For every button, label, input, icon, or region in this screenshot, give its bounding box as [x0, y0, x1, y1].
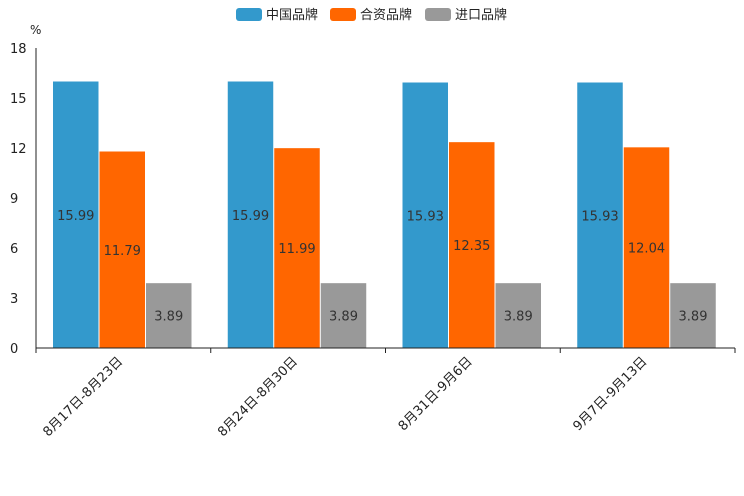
data-label: 15.99	[57, 209, 94, 224]
bar[interactable]	[495, 283, 542, 348]
y-tick-label: 6	[10, 242, 18, 257]
legend-swatch	[236, 8, 262, 21]
y-tick-label: 3	[10, 292, 18, 307]
bar[interactable]	[146, 283, 192, 348]
y-tick-label: 0	[10, 342, 18, 357]
bar[interactable]	[577, 82, 623, 349]
data-label: 15.93	[407, 209, 444, 224]
y-axis-unit: %	[30, 23, 41, 37]
bar[interactable]	[227, 81, 274, 349]
legend-label: 中国品牌	[266, 7, 318, 23]
bar[interactable]	[99, 151, 146, 349]
data-label: 3.89	[154, 310, 183, 325]
y-tick-label: 18	[10, 42, 27, 57]
y-tick-label: 15	[10, 92, 27, 107]
data-label: 3.89	[504, 310, 533, 325]
data-label: 12.04	[628, 242, 665, 257]
legend-label: 合资品牌	[360, 7, 412, 23]
x-tick-label: 8月24日-8月30日	[215, 354, 301, 440]
bar[interactable]	[274, 148, 320, 348]
x-tick-label: 9月7日-9月13日	[571, 354, 651, 434]
data-label: 11.99	[278, 242, 315, 257]
legend-item[interactable]: 进口品牌	[425, 7, 507, 23]
legend: 中国品牌 合资品牌 进口品牌	[236, 7, 507, 23]
y-axis: 0 3 6 9 12 15 18	[10, 42, 37, 357]
bar[interactable]	[320, 283, 367, 348]
data-label: 12.35	[453, 239, 490, 254]
bar[interactable]	[670, 283, 716, 348]
data-label: 3.89	[329, 310, 358, 325]
legend-swatch	[330, 8, 356, 21]
legend-item[interactable]: 合资品牌	[330, 7, 412, 23]
data-label: 15.99	[232, 209, 269, 224]
legend-label: 进口品牌	[455, 7, 507, 23]
legend-swatch	[425, 8, 451, 21]
data-label: 3.89	[679, 310, 708, 325]
y-tick-label: 12	[10, 142, 27, 157]
x-tick-label: 8月31日-9月6日	[396, 354, 476, 434]
legend-item[interactable]: 中国品牌	[236, 7, 318, 23]
data-label: 11.79	[104, 244, 141, 259]
bar[interactable]	[53, 81, 99, 349]
y-tick-label: 9	[10, 192, 18, 207]
bars: 15.99 11.79 3.89 15.99 11.99 3.89 15.93 12.35 3.…	[53, 81, 716, 349]
bar[interactable]	[449, 142, 495, 348]
x-tick-label: 8月17日-8月23日	[40, 354, 126, 440]
bar[interactable]	[623, 147, 670, 348]
bar[interactable]	[402, 82, 449, 349]
x-axis: 8月17日-8月23日 8月24日-8月30日 8月31日-9月6日 9月7日-9月1…	[35, 347, 736, 440]
data-label: 15.93	[581, 209, 618, 224]
